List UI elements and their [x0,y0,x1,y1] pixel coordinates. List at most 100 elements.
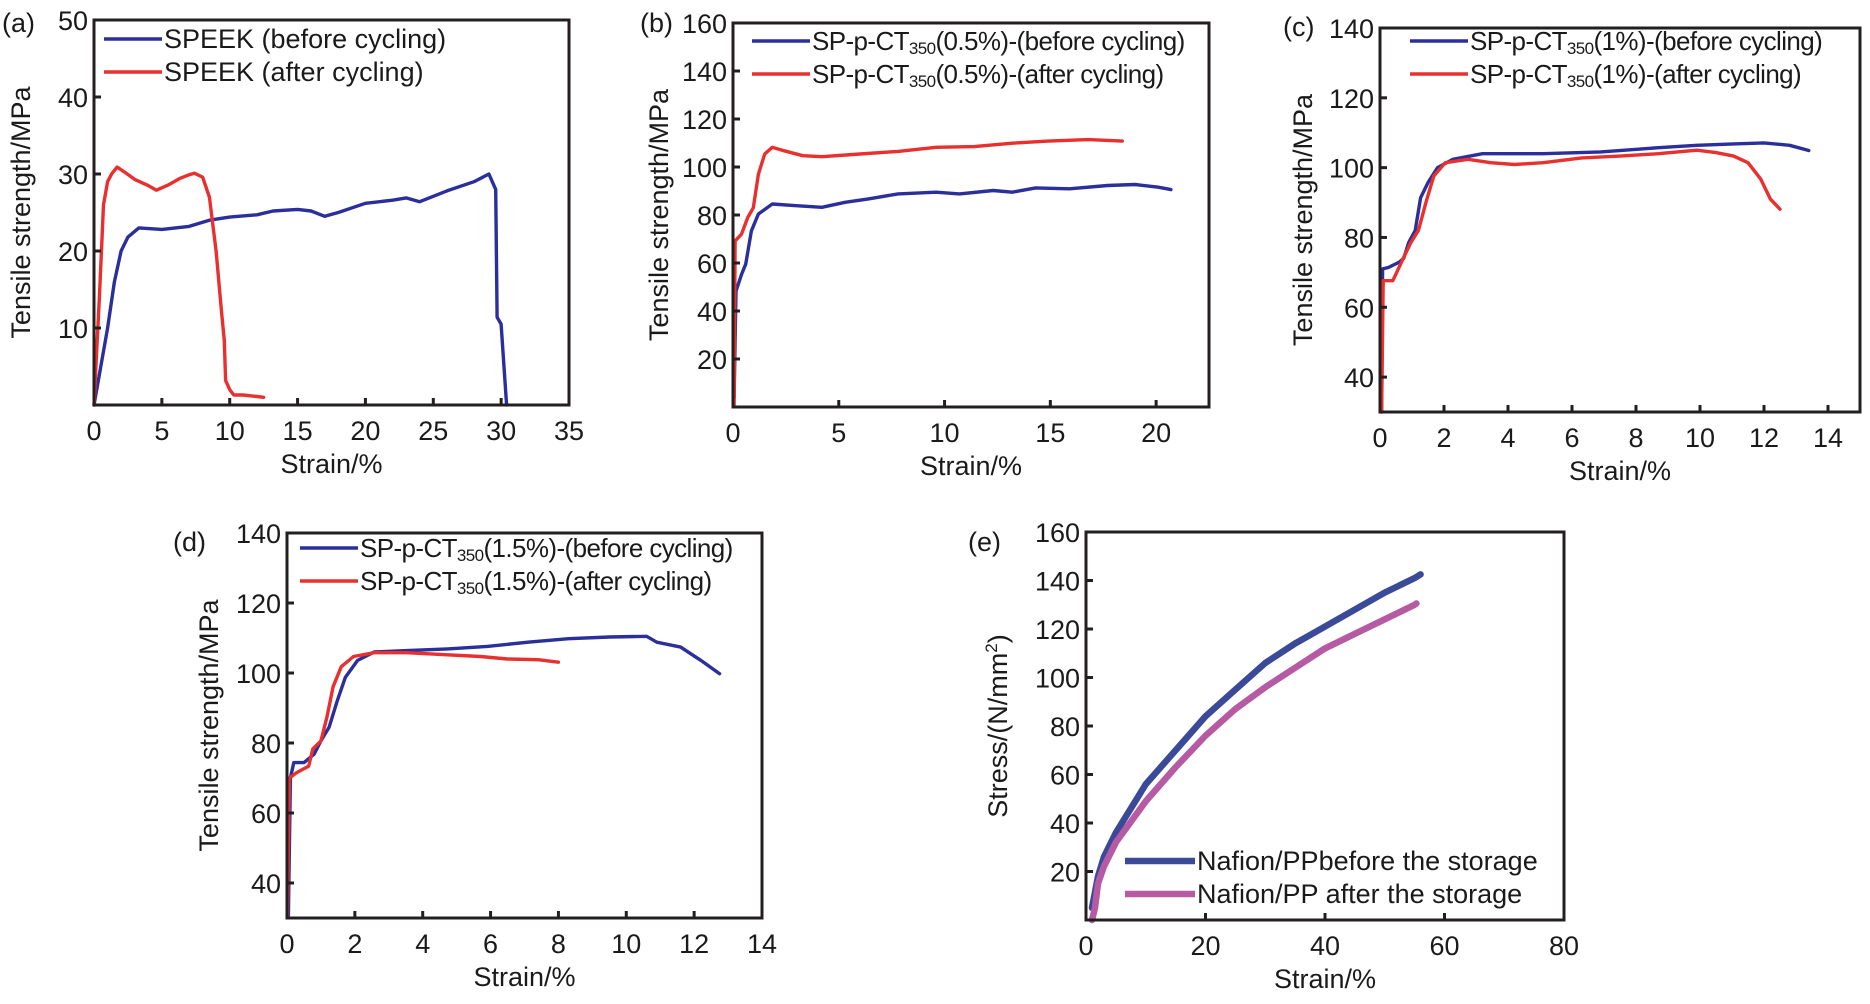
x-tick-label: 15 [1035,418,1065,448]
y-tick-label: 60 [251,799,281,829]
plot-frame [285,531,764,920]
y-tick-label: 80 [251,729,281,759]
y-tick-label: 140 [682,57,727,87]
x-tick-label: 10 [1685,423,1715,453]
series-line-before [286,634,722,917]
legend-label-tail: (1%)-(after cycling) [1594,59,1802,89]
series-line-after [92,165,266,407]
x-axis-title: Strain/% [920,451,1022,481]
panel-label: (d) [173,527,206,557]
panel-d: 0 2 4 6 8 10 12 14 40 60 80 100 120 140 Strain/% Tensil… [173,519,777,992]
legend: SPEEK (before cycling)SPEEK (after cycli… [104,24,446,87]
y-tick-label: 60 [1050,761,1080,791]
y-axis-title: Tensile strength/MPa [6,85,36,338]
series-line-before [1088,571,1424,912]
legend-label-subscript: 350 [457,546,484,565]
y-tick-label: 120 [682,105,727,135]
panel-a: 0 5 10 15 20 25 30 35 10 20 30 40 50 Strain/% Tensile … [2,6,584,479]
x-tick-label: 12 [679,929,709,959]
x-tick-label: 10 [930,418,960,448]
x-tick-label: 4 [1500,423,1515,453]
legend-label-main: SPEEK (before cycling) [164,24,446,54]
legend-label-subscript: 350 [909,39,936,58]
y-tick-label: 100 [1035,664,1080,694]
series-line-after [732,137,1124,407]
legend-label-main: SP-p-CT [360,533,458,563]
panel-b: 0 5 10 15 20 20 40 60 80 100 120 140 160 Strain/% Tens… [640,8,1211,481]
legend-label-tail: (1%)-(before cycling) [1594,26,1823,56]
legend-label: SPEEK (after cycling) [164,57,424,87]
legend-label-tail: (1.5%)-(after cycling) [484,566,712,596]
legend-label-tail: (0.5%)-(after cycling) [936,59,1164,89]
legend-label: SP-p-CT350(0.5%)-(before cycling) [812,26,1185,58]
y-tick-label: 20 [697,345,727,375]
legend-label: Nafion/PPbefore the storage [1197,846,1538,876]
y-tick-label: 80 [697,201,727,231]
legend-label-tail: (0.5%)-(before cycling) [936,26,1185,56]
x-axis-title: Strain/% [1569,456,1671,486]
legend-label: Nafion/PP after the storage [1197,879,1522,909]
x-axis-title: Strain/% [280,449,382,479]
x-tick-label: 8 [551,929,566,959]
x-tick-label: 12 [1749,423,1779,453]
x-tick-label: 10 [611,929,641,959]
legend-label: SP-p-CT350(1%)-(after cycling) [1470,59,1801,91]
x-tick-label: 5 [154,416,169,446]
y-tick-label: 160 [682,9,727,39]
legend-label: SPEEK (before cycling) [164,24,446,54]
y-tick-label: 30 [58,160,88,190]
legend-label-subscript: 350 [457,579,484,598]
y-tick-label: 120 [236,589,281,619]
y-tick-label: 50 [58,6,88,36]
panel-label: (e) [968,527,1001,557]
x-tick-label: 30 [486,416,516,446]
y-axis-title-superscript: 2 [982,643,1001,652]
y-tick-label: 80 [1050,712,1080,742]
x-tick-label: 60 [1429,931,1459,961]
y-tick-label: 160 [1035,518,1080,548]
panel-label: (a) [2,8,35,38]
series-line-before [1379,141,1811,414]
panel-label: (c) [1283,12,1314,42]
y-axis-title-tail: ) [983,634,1013,643]
x-tick-label: 20 [1141,418,1171,448]
panel-e: 0 20 40 60 80 20 40 60 80 100 120 140 160 Strain/% Str… [968,518,1579,994]
x-tick-label: 20 [350,416,380,446]
legend-label-main: SP-p-CT [1470,26,1568,56]
y-tick-label: 100 [682,153,727,183]
x-tick-label: 2 [1436,423,1451,453]
x-axis-title: Strain/% [1274,964,1376,994]
y-tick-label: 140 [1329,14,1374,44]
x-tick-label: 20 [1190,931,1220,961]
x-tick-label: 15 [283,416,313,446]
x-tick-label: 8 [1628,423,1643,453]
plot-frame [1378,26,1862,414]
legend-label: SP-p-CT350(1%)-(before cycling) [1470,26,1822,58]
y-tick-label: 40 [1344,363,1374,393]
y-tick-label: 140 [236,519,281,549]
x-tick-label: 0 [725,418,740,448]
x-tick-label: 10 [215,416,245,446]
plot-frame [92,18,571,407]
y-tick-label: 100 [236,659,281,689]
panel-c: 0 2 4 6 8 10 12 14 40 60 80 100 120 140 Strain/% Tensil… [1283,12,1862,486]
series-line-before [732,182,1173,400]
x-tick-label: 14 [1813,423,1843,453]
x-tick-label: 25 [418,416,448,446]
x-tick-label: 4 [415,929,430,959]
y-tick-label: 40 [697,297,727,327]
legend-label-subscript: 350 [1567,39,1594,58]
x-tick-label: 6 [483,929,498,959]
legend-label-main: SP-p-CT [1470,59,1568,89]
x-tick-label: 80 [1549,931,1579,961]
y-tick-label: 60 [697,249,727,279]
x-tick-label: 2 [347,929,362,959]
y-axis-title-main: Stress/(N/mm [983,653,1013,818]
y-tick-label: 140 [1035,567,1080,597]
x-tick-label: 6 [1564,423,1579,453]
y-tick-label: 40 [1050,809,1080,839]
legend-label-main: SP-p-CT [812,26,910,56]
x-tick-label: 0 [1078,931,1093,961]
x-tick-label: 0 [1372,423,1387,453]
